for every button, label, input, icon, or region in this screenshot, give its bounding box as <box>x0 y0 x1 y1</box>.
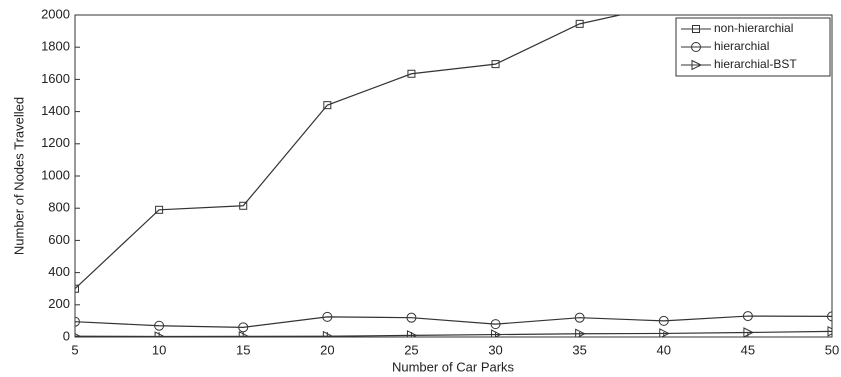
marker <box>238 322 249 333</box>
x-tick-label: 30 <box>488 342 502 357</box>
marker <box>491 329 502 337</box>
x-axis-label: Number of Car Parks <box>392 359 515 374</box>
x-tick-label: 5 <box>71 342 78 357</box>
marker <box>742 311 753 322</box>
marker <box>154 320 165 331</box>
series-line <box>75 15 623 290</box>
marker <box>322 311 333 322</box>
y-tick-label: 1000 <box>41 167 70 182</box>
marker <box>239 201 248 210</box>
marker <box>743 327 755 337</box>
y-tick-label: 1800 <box>41 39 70 54</box>
y-axis-label: Number of Nodes Travelled <box>11 97 26 255</box>
marker <box>575 328 586 337</box>
marker <box>490 319 501 330</box>
legend-marker <box>691 59 703 71</box>
series-line <box>75 315 832 328</box>
legend-marker <box>692 25 700 33</box>
marker <box>659 328 670 337</box>
x-tick-label: 45 <box>741 342 755 357</box>
y-tick-label: 400 <box>48 264 70 279</box>
marker <box>323 101 332 110</box>
y-tick-label: 0 <box>63 328 70 343</box>
y-tick-label: 1200 <box>41 135 70 150</box>
x-tick-label: 20 <box>320 342 334 357</box>
x-tick-label: 50 <box>825 342 839 357</box>
marker <box>75 316 80 327</box>
marker <box>658 315 669 326</box>
legend-label: hierarchial-BST <box>714 57 797 71</box>
y-tick-label: 800 <box>48 200 70 215</box>
y-tick-label: 200 <box>48 296 70 311</box>
marker <box>407 69 416 78</box>
x-tick-label: 15 <box>236 342 250 357</box>
marker <box>491 60 500 69</box>
x-tick-label: 10 <box>152 342 166 357</box>
x-tick-label: 35 <box>572 342 586 357</box>
x-tick-label: 25 <box>404 342 418 357</box>
marker <box>827 326 832 337</box>
plot-layer <box>75 2 832 337</box>
series-line <box>75 330 832 337</box>
legend-label: non-hierarchial <box>714 21 793 35</box>
marker <box>660 2 667 9</box>
marker <box>75 284 79 293</box>
marker <box>575 19 584 28</box>
marker <box>574 312 585 323</box>
y-tick-label: 1400 <box>41 103 70 118</box>
legend-marker <box>691 42 701 52</box>
y-tick-label: 2000 <box>41 6 70 21</box>
legend-label: hierarchial <box>714 39 769 53</box>
x-tick-label: 40 <box>657 342 671 357</box>
y-tick-label: 1600 <box>41 71 70 86</box>
marker <box>827 311 832 322</box>
marker <box>155 205 164 214</box>
y-tick-label: 600 <box>48 232 70 247</box>
marker <box>406 312 417 323</box>
